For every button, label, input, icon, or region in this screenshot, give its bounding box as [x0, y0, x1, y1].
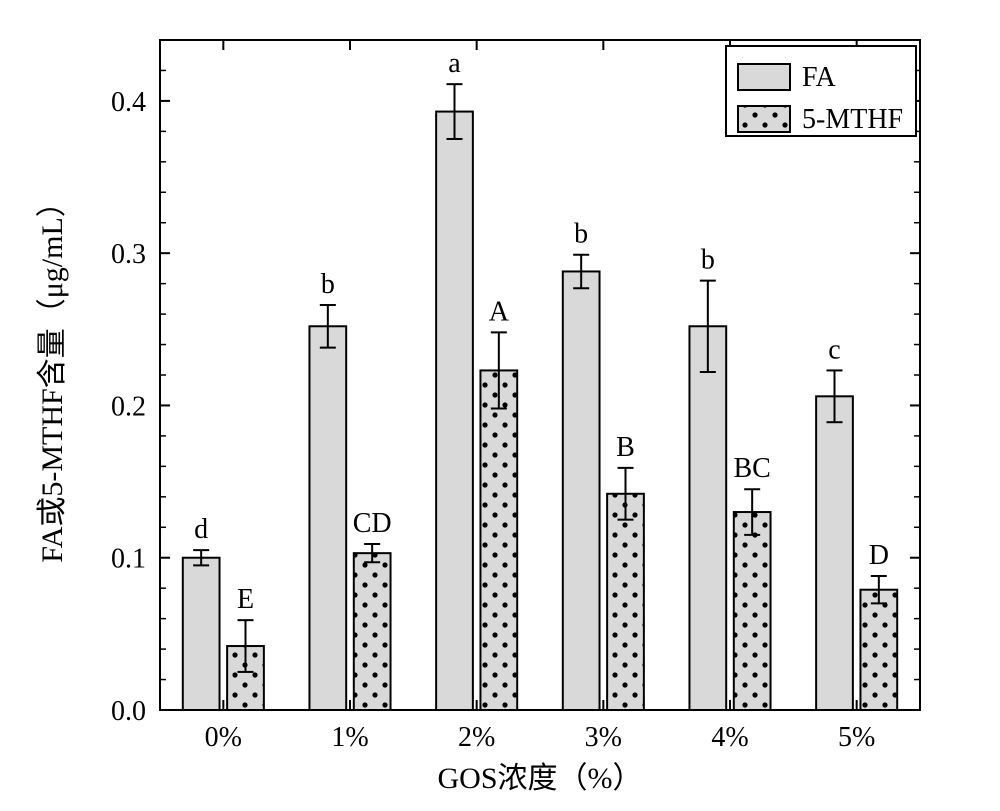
svg-text:0.3: 0.3 [111, 239, 146, 270]
y-axis-title: FA或5-MTHF含量（μg/mL） [36, 187, 69, 563]
significance-label: b [701, 245, 715, 276]
bar-fa [563, 271, 600, 710]
svg-text:0.0: 0.0 [111, 696, 146, 727]
significance-label: c [828, 334, 840, 365]
x-tick-label: 1% [331, 722, 368, 753]
chart-container: 0.0 0.1 0.2 0.3 0.4 FA或5-MTHF含量（μg/mL） 0% d E 1% b… [0, 0, 1000, 811]
bar-mthf [734, 512, 771, 710]
svg-text:0.4: 0.4 [111, 87, 146, 118]
bar-fa [309, 326, 346, 710]
significance-label: a [448, 48, 461, 79]
significance-label: D [869, 540, 889, 571]
bar-chart-svg: 0.0 0.1 0.2 0.3 0.4 FA或5-MTHF含量（μg/mL） 0% d E 1% b… [0, 0, 1000, 811]
significance-label: b [321, 269, 335, 300]
significance-label: b [574, 219, 588, 250]
bar-fa [436, 112, 473, 710]
bar-fa [816, 396, 853, 710]
bar-mthf [480, 370, 517, 710]
x-tick-label: 5% [838, 722, 875, 753]
x-tick-label: 3% [585, 722, 622, 753]
bar-fa [689, 326, 726, 710]
significance-label: A [489, 296, 510, 327]
significance-label: BC [733, 453, 770, 484]
significance-label: E [237, 584, 254, 615]
bar-fa [183, 558, 220, 710]
legend-swatch [738, 106, 790, 132]
x-tick-label: 0% [205, 722, 242, 753]
bar-mthf [860, 590, 897, 710]
svg-text:0.1: 0.1 [111, 544, 146, 575]
x-tick-label: 4% [711, 722, 748, 753]
legend-swatch [738, 64, 790, 90]
significance-label: B [616, 432, 635, 463]
legend-label: 5-MTHF [802, 104, 903, 135]
svg-text:0.2: 0.2 [111, 391, 146, 422]
legend-label: FA [802, 62, 836, 93]
bar-mthf [354, 553, 391, 710]
significance-label: CD [353, 508, 392, 539]
x-tick-label: 2% [458, 722, 495, 753]
bar-mthf [607, 494, 644, 710]
x-axis-title: GOS浓度（%） [437, 762, 642, 795]
significance-label: d [194, 514, 208, 545]
